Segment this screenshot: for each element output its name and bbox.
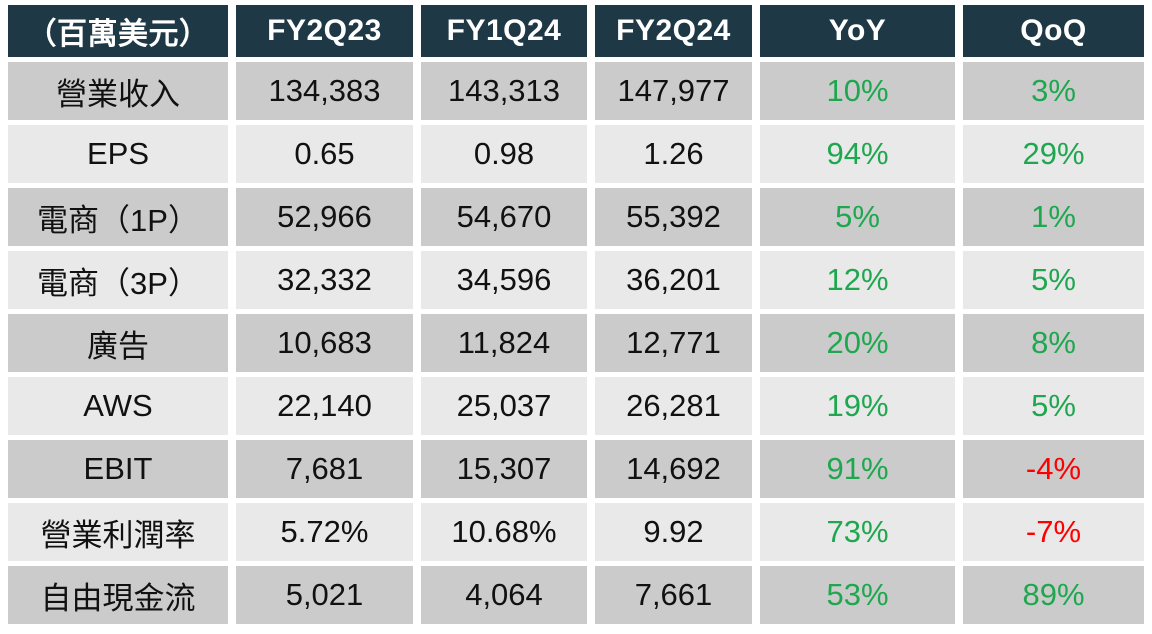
cell-fy2q23: 7,681 (236, 440, 413, 498)
cell-fy2q23: 134,383 (236, 62, 413, 120)
cell-fy2q24: 26,281 (595, 377, 752, 435)
cell-fy1q24: 54,670 (421, 188, 587, 246)
cell-fy2q24: 9.92 (595, 503, 752, 561)
table-row-advertising: 廣告 10,683 11,824 12,771 20% 8% (8, 314, 1144, 372)
cell-fy1q24: 143,313 (421, 62, 587, 120)
cell-fy1q24: 10.68% (421, 503, 587, 561)
column-header-fy2q23: FY2Q23 (236, 5, 413, 57)
row-label: 電商（1P） (8, 188, 228, 246)
column-header-qoq: QoQ (963, 5, 1144, 57)
row-label: 廣告 (8, 314, 228, 372)
table-row-free-cash-flow: 自由現金流 5,021 4,064 7,661 53% 89% (8, 566, 1144, 624)
cell-fy2q24: 36,201 (595, 251, 752, 309)
cell-fy2q23: 0.65 (236, 125, 413, 183)
cell-qoq: 89% (963, 566, 1144, 624)
cell-qoq: 3% (963, 62, 1144, 120)
row-label: 電商（3P） (8, 251, 228, 309)
cell-fy2q24: 1.26 (595, 125, 752, 183)
cell-fy1q24: 11,824 (421, 314, 587, 372)
table-row-ecommerce-1p: 電商（1P） 52,966 54,670 55,392 5% 1% (8, 188, 1144, 246)
table-row-ebit: EBIT 7,681 15,307 14,692 91% -4% (8, 440, 1144, 498)
table-row-operating-margin: 營業利潤率 5.72% 10.68% 9.92 73% -7% (8, 503, 1144, 561)
cell-fy1q24: 25,037 (421, 377, 587, 435)
cell-yoy: 20% (760, 314, 955, 372)
cell-yoy: 91% (760, 440, 955, 498)
header-row: （百萬美元） FY2Q23 FY1Q24 FY2Q24 YoY QoQ (8, 5, 1144, 57)
row-label: 自由現金流 (8, 566, 228, 624)
cell-fy2q23: 52,966 (236, 188, 413, 246)
cell-qoq: -7% (963, 503, 1144, 561)
cell-yoy: 94% (760, 125, 955, 183)
cell-qoq: 5% (963, 251, 1144, 309)
cell-yoy: 19% (760, 377, 955, 435)
cell-qoq: 5% (963, 377, 1144, 435)
cell-fy2q23: 10,683 (236, 314, 413, 372)
column-header-fy1q24: FY1Q24 (421, 5, 587, 57)
row-label: 營業利潤率 (8, 503, 228, 561)
unit-label-header: （百萬美元） (8, 5, 228, 57)
row-label: AWS (8, 377, 228, 435)
cell-qoq: -4% (963, 440, 1144, 498)
cell-qoq: 29% (963, 125, 1144, 183)
cell-fy2q23: 22,140 (236, 377, 413, 435)
row-label: EBIT (8, 440, 228, 498)
table-row-aws: AWS 22,140 25,037 26,281 19% 5% (8, 377, 1144, 435)
cell-qoq: 1% (963, 188, 1144, 246)
table-row-eps: EPS 0.65 0.98 1.26 94% 29% (8, 125, 1144, 183)
cell-fy2q24: 147,977 (595, 62, 752, 120)
cell-fy1q24: 4,064 (421, 566, 587, 624)
cell-fy2q24: 12,771 (595, 314, 752, 372)
cell-fy2q24: 14,692 (595, 440, 752, 498)
cell-fy1q24: 15,307 (421, 440, 587, 498)
cell-yoy: 5% (760, 188, 955, 246)
cell-fy1q24: 34,596 (421, 251, 587, 309)
column-header-yoy: YoY (760, 5, 955, 57)
table-row-ecommerce-3p: 電商（3P） 32,332 34,596 36,201 12% 5% (8, 251, 1144, 309)
cell-yoy: 10% (760, 62, 955, 120)
cell-qoq: 8% (963, 314, 1144, 372)
cell-yoy: 12% (760, 251, 955, 309)
cell-yoy: 53% (760, 566, 955, 624)
cell-fy2q23: 5,021 (236, 566, 413, 624)
table-row-revenue: 營業收入 134,383 143,313 147,977 10% 3% (8, 62, 1144, 120)
row-label: EPS (8, 125, 228, 183)
cell-fy1q24: 0.98 (421, 125, 587, 183)
row-label: 營業收入 (8, 62, 228, 120)
cell-fy2q23: 32,332 (236, 251, 413, 309)
column-header-fy2q24: FY2Q24 (595, 5, 752, 57)
cell-fy2q24: 7,661 (595, 566, 752, 624)
cell-fy2q24: 55,392 (595, 188, 752, 246)
cell-yoy: 73% (760, 503, 955, 561)
cell-fy2q23: 5.72% (236, 503, 413, 561)
